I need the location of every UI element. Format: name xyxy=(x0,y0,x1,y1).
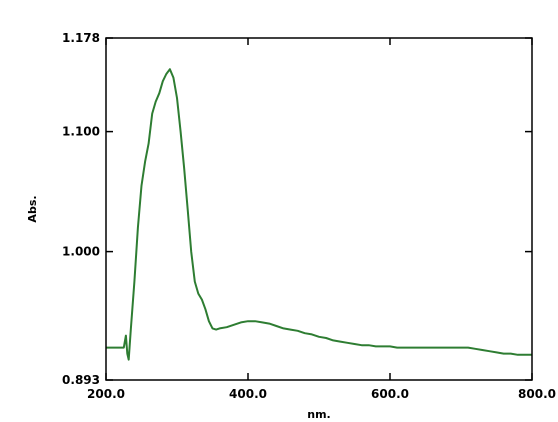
y-tick-label: 1.000 xyxy=(62,245,100,259)
y-tick-label: 1.178 xyxy=(62,31,100,45)
x-tick-label: 800.0 xyxy=(518,387,556,401)
x-tick-label: 400.0 xyxy=(229,387,267,401)
x-tick-label: 600.0 xyxy=(371,387,409,401)
plot-frame xyxy=(105,37,533,381)
x-axis-ticks: 200.0 400.0 600.0 800.0 xyxy=(87,38,556,401)
y-tick-label: 0.893 xyxy=(62,373,100,387)
x-tick-label: 200.0 xyxy=(87,387,125,401)
y-tick-label: 1.100 xyxy=(62,125,100,139)
series-line xyxy=(106,68,532,361)
y-axis-label: Abs. xyxy=(26,195,39,222)
y-axis-ticks: 0.893 1.000 1.100 1.178 xyxy=(62,31,532,387)
x-axis-label: nm. xyxy=(307,408,330,421)
